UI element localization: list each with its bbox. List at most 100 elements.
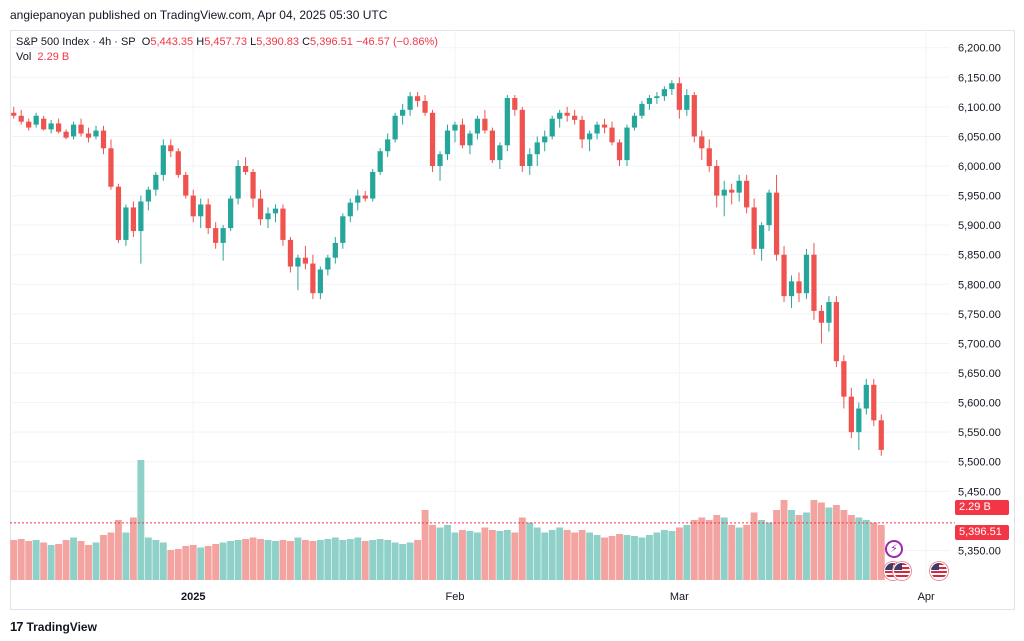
volume-bar (129, 517, 137, 580)
candle-body (542, 136, 548, 143)
candle-body (48, 123, 54, 130)
volume-bar (616, 534, 623, 580)
volume-bar (743, 525, 751, 580)
chart-frame[interactable] (10, 30, 1015, 610)
candle-body (175, 151, 181, 175)
candle-body (549, 118, 555, 137)
volume-bar (391, 542, 399, 580)
us-flag-icon[interactable] (893, 562, 911, 580)
volume-bar (272, 541, 279, 580)
candle-body (123, 207, 129, 240)
volume-bar (870, 522, 878, 580)
volume-bar (444, 525, 451, 580)
volume-bar (354, 537, 362, 580)
candle-body (429, 112, 436, 167)
y-tick-label: 5,950.00 (958, 191, 1001, 203)
volume-bar (40, 542, 48, 580)
volume-bar (795, 515, 803, 580)
candle-body (586, 133, 593, 140)
candle-body (340, 216, 346, 243)
tradingview-logo[interactable]: 17 TradingView (10, 619, 97, 634)
candle-body (205, 204, 211, 229)
volume-bar (713, 515, 721, 580)
candle-body (684, 95, 690, 110)
volume-bar (414, 540, 422, 580)
candle-body (803, 254, 810, 294)
candles (11, 77, 884, 456)
candle-body (332, 242, 338, 258)
candle-body (781, 254, 787, 297)
candle-body (788, 281, 795, 297)
volume-label: Vol (16, 51, 32, 63)
volume-bar (466, 531, 474, 580)
y-tick-label: 5,450.00 (958, 486, 1001, 498)
candle-body (691, 95, 697, 137)
candle-body (168, 145, 174, 152)
y-tick-label: 6,000.00 (958, 161, 1001, 173)
volume-bar (144, 537, 152, 580)
y-tick-label: 5,650.00 (958, 368, 1001, 380)
price-tag: 5,396.51 (955, 525, 1009, 540)
candle-body (841, 361, 847, 397)
candle-body (639, 103, 645, 116)
volume-bar (227, 541, 235, 580)
volume-bar (204, 546, 212, 580)
x-axis: 2025 Feb Mar Apr (181, 591, 935, 603)
us-flag-icon[interactable] (930, 562, 948, 580)
candle-body (616, 142, 623, 161)
volume-bar (77, 541, 85, 580)
y-tick-label: 5,350.00 (958, 545, 1001, 557)
volume-bar (107, 532, 115, 580)
volume-bar (855, 517, 863, 580)
volume-bar (511, 532, 519, 580)
candle-body (400, 109, 406, 116)
candle-body (796, 281, 802, 294)
candle-body (26, 121, 32, 128)
volume-bar (339, 540, 347, 580)
volume-bar (847, 515, 855, 580)
candle-body (444, 130, 451, 155)
candle-body (459, 124, 466, 146)
candle-body (594, 124, 600, 134)
y-tick-label: 5,550.00 (958, 427, 1001, 439)
y-tick-label: 5,800.00 (958, 279, 1001, 291)
lightning-icon[interactable]: ⚡ (885, 540, 903, 558)
volume-bar (593, 535, 601, 580)
candle-body (452, 124, 458, 131)
volume-bar (817, 502, 825, 580)
volume-bar (70, 537, 78, 580)
volume-bar (384, 540, 392, 580)
y-tick-label: 5,700.00 (958, 338, 1001, 350)
candle-body (624, 127, 630, 161)
volume-bar (488, 530, 496, 580)
x-tick-label: Feb (445, 591, 464, 603)
candle-body (654, 96, 660, 99)
volume-bar (137, 460, 145, 580)
tradingview-logo-icon: 17 (10, 619, 24, 634)
volume-bar (631, 536, 638, 580)
volume-bar (877, 525, 885, 580)
legend-low: 5,390.83 (256, 36, 300, 48)
candle-body (385, 139, 391, 152)
volume-bar (376, 539, 384, 580)
candle-body (497, 145, 503, 161)
x-tick-label: Mar (670, 591, 689, 603)
volume-bar (182, 546, 190, 580)
volume-bar (174, 549, 182, 580)
candle-body (33, 115, 39, 125)
candle-body (242, 166, 249, 172)
volume-bar (698, 517, 706, 580)
y-tick-label: 5,850.00 (958, 250, 1001, 262)
volume-bar (346, 539, 354, 580)
volume-bar (601, 537, 608, 580)
volume-bar (645, 535, 653, 580)
legend-low-label: L (250, 36, 257, 48)
published-line: angiepanoyan published on TradingView.co… (10, 8, 388, 22)
candle-body (310, 263, 316, 294)
candle-body (130, 207, 137, 232)
candle-body (100, 130, 107, 149)
candle-body (572, 115, 578, 120)
volume-bar (548, 530, 556, 580)
volume-bar (735, 527, 743, 580)
